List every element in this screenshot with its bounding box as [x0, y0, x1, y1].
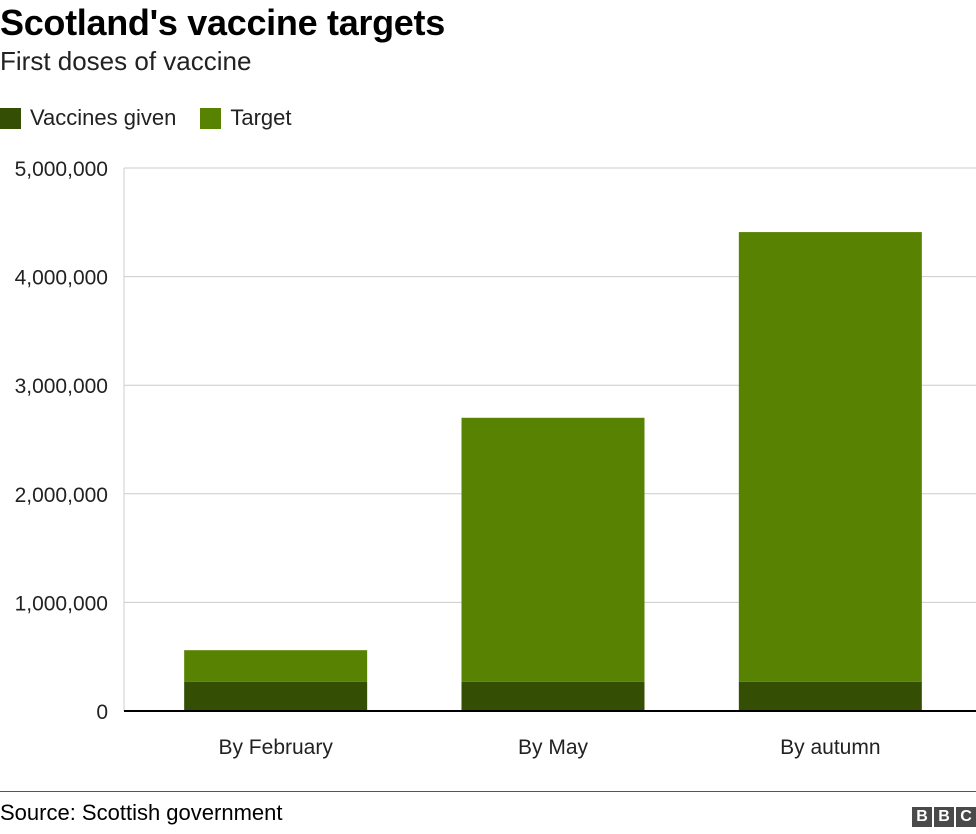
x-tick-label: By February: [218, 736, 333, 759]
bar-target: [184, 650, 368, 682]
y-tick-label: 4,000,000: [15, 267, 108, 290]
legend-label-target: Target: [230, 105, 292, 130]
bbc-logo-block-b2: B: [934, 807, 954, 827]
legend-label-vaccines-given: Vaccines given: [30, 105, 177, 130]
y-tick-label: 5,000,000: [15, 158, 108, 181]
y-tick-label: 2,000,000: [15, 484, 108, 507]
y-tick-label: 1,000,000: [15, 592, 108, 615]
chart-title: Scotland's vaccine targets: [0, 2, 445, 43]
bar-chart: 0 1,000,000 2,000,000 3,000,000 4,000,000 5,0…: [15, 158, 976, 759]
chart-subtitle: First doses of vaccine: [0, 46, 252, 76]
legend-swatch-vaccines-given: [0, 107, 21, 129]
bar-vaccines-given: [184, 681, 368, 711]
y-tick-label: 0: [96, 701, 108, 724]
footer-divider: [0, 791, 976, 792]
x-tick-label: By autumn: [780, 736, 880, 759]
bbc-logo: B B C: [910, 807, 976, 827]
legend-item-target: Target: [200, 105, 292, 131]
bar-vaccines-given: [461, 681, 645, 711]
legend-swatch-target: [200, 107, 222, 129]
bar-target: [461, 417, 645, 682]
legend-item-vaccines-given: Vaccines given: [0, 105, 176, 131]
bar-vaccines-given: [738, 681, 922, 711]
bbc-logo-block-c: C: [956, 807, 976, 827]
source-note: Source: Scottish government: [0, 800, 283, 825]
bar-target: [738, 232, 922, 682]
bbc-logo-block-b1: B: [912, 807, 932, 827]
legend: Vaccines given Target: [0, 104, 316, 132]
x-tick-label: By May: [518, 736, 589, 759]
y-tick-label: 3,000,000: [15, 375, 108, 398]
